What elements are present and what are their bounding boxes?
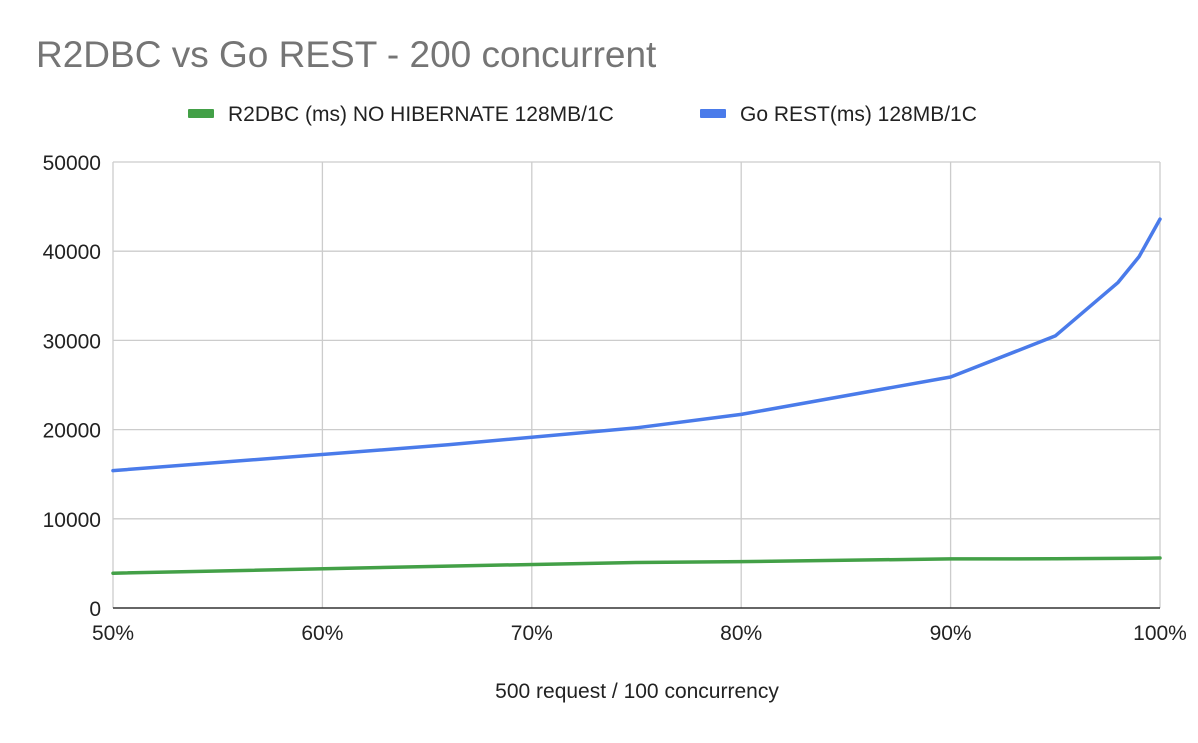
series-line-2 — [111, 217, 1162, 473]
x-tick-label: 80% — [720, 622, 762, 645]
y-tick-label: 10000 — [43, 509, 101, 532]
x-tick-label: 60% — [301, 622, 343, 645]
chart-title: R2DBC vs Go REST - 200 concurrent — [36, 34, 657, 75]
x-tick-label: 90% — [930, 622, 972, 645]
legend-item-1: R2DBC (ms) NO HIBERNATE 128MB/1C — [188, 103, 614, 126]
x-tick-label: 50% — [92, 622, 134, 645]
x-axis-title: 500 request / 100 concurrency — [495, 680, 779, 703]
x-axis-ticks: 50% 60% 70% 80% 90% 100% — [92, 622, 1187, 645]
y-tick-label: 0 — [89, 598, 101, 621]
x-tick-label: 100% — [1133, 622, 1187, 645]
y-tick-label: 30000 — [43, 330, 101, 353]
legend-item-2: Go REST(ms) 128MB/1C — [700, 103, 977, 126]
legend-swatch — [188, 109, 214, 118]
legend: R2DBC (ms) NO HIBERNATE 128MB/1C Go REST(… — [188, 103, 977, 126]
legend-label: Go REST(ms) 128MB/1C — [740, 103, 977, 126]
legend-swatch — [700, 109, 726, 118]
y-tick-label: 40000 — [43, 241, 101, 264]
y-tick-label: 20000 — [43, 420, 101, 443]
gridlines — [112, 161, 1161, 608]
series-layer — [111, 217, 1162, 575]
x-tick-label: 70% — [511, 622, 553, 645]
y-tick-label: 50000 — [43, 152, 101, 175]
legend-label: R2DBC (ms) NO HIBERNATE 128MB/1C — [228, 103, 614, 126]
series-line-1 — [111, 556, 1162, 575]
y-axis-ticks: 0 10000 20000 30000 40000 50000 — [43, 152, 101, 621]
